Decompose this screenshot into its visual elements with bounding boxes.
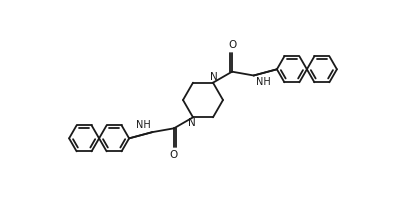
Text: N: N — [210, 72, 217, 82]
Text: NH: NH — [255, 77, 270, 87]
Text: O: O — [227, 40, 236, 50]
Text: NH: NH — [135, 120, 150, 130]
Text: N: N — [188, 118, 195, 128]
Text: O: O — [169, 150, 178, 160]
